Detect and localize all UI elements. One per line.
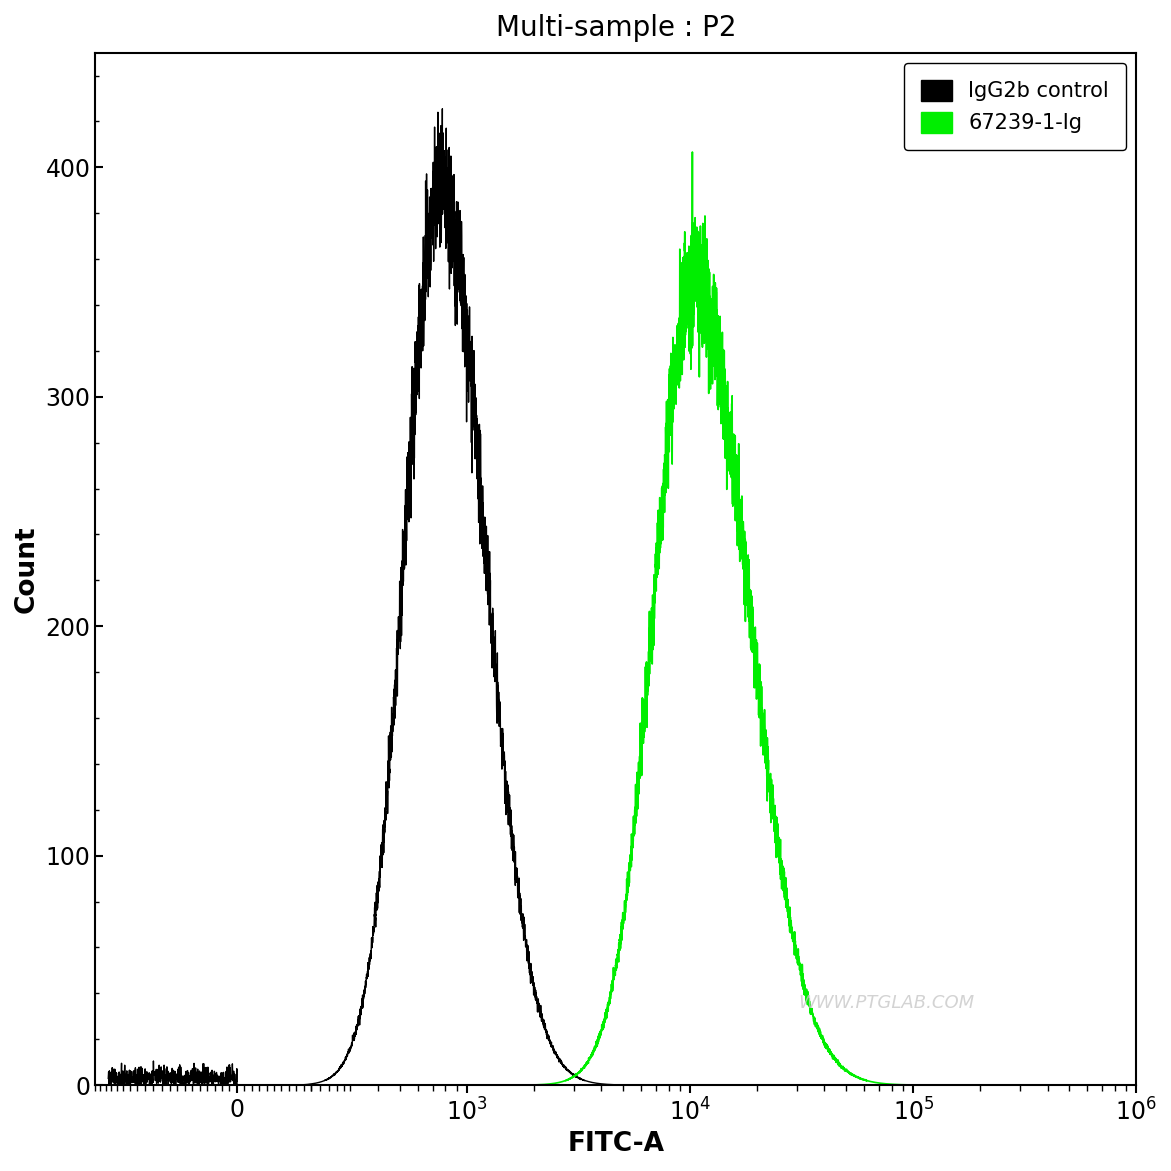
IgG2b control — [139, 1074, 153, 1088]
Line: 67239-1-Ig: 67239-1-Ig — [237, 152, 1025, 1086]
IgG2b control — [1018, 1078, 1032, 1093]
67239-1-Ig — [232, 1078, 246, 1093]
Title: Multi-sample : P2: Multi-sample : P2 — [495, 14, 737, 42]
X-axis label: FITC-A: FITC-A — [567, 1131, 664, 1157]
Text: WWW.PTGLAB.COM: WWW.PTGLAB.COM — [799, 993, 974, 1012]
IgG2b control — [230, 1078, 244, 1093]
67239-1-Ig — [685, 145, 699, 159]
IgG2b control — [892, 1078, 906, 1093]
Line: IgG2b control: IgG2b control — [108, 109, 1025, 1086]
67239-1-Ig — [230, 1078, 244, 1093]
IgG2b control — [139, 1073, 153, 1087]
67239-1-Ig — [947, 1078, 961, 1093]
67239-1-Ig — [334, 1078, 348, 1093]
IgG2b control — [909, 1078, 923, 1093]
67239-1-Ig — [230, 1078, 244, 1093]
67239-1-Ig — [230, 1078, 244, 1093]
IgG2b control — [101, 1071, 115, 1086]
Legend: IgG2b control, 67239-1-Ig: IgG2b control, 67239-1-Ig — [904, 63, 1125, 150]
IgG2b control — [436, 102, 450, 116]
IgG2b control — [233, 1078, 247, 1093]
IgG2b control — [354, 1005, 368, 1019]
67239-1-Ig — [230, 1078, 244, 1093]
67239-1-Ig — [1018, 1078, 1032, 1093]
Y-axis label: Count: Count — [14, 525, 40, 612]
